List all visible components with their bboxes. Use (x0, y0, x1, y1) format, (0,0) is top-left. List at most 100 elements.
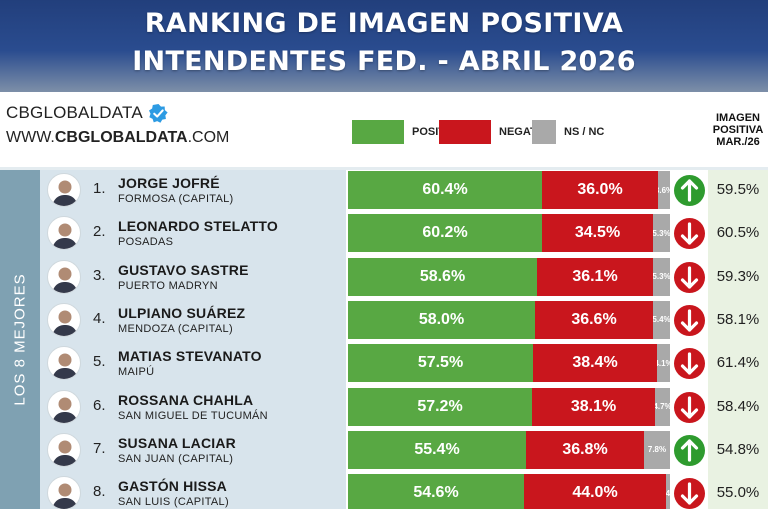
bar-segment-nsnc: 4.1% (657, 344, 670, 383)
mayor-city: FORMOSA (CAPITAL) (118, 193, 234, 205)
title-banner: RANKING DE IMAGEN POSITIVA INTENDENTES F… (0, 0, 768, 92)
previous-positive-value: 54.8% (716, 440, 760, 458)
stacked-bar: 60.4% 36.0% 3.6% (348, 171, 670, 209)
bar-segment-negative: 36.6% (535, 300, 653, 339)
negative-value-label: 36.8% (562, 440, 608, 458)
rank-number: 5. (93, 353, 106, 371)
brand-block: CBGLOBALDATA WWW.CBGLOBALDATA.COM (6, 103, 229, 147)
arrow-up-icon (674, 175, 705, 206)
bar-segment-negative: 36.8% (526, 430, 644, 469)
previous-positive-value: 60.5% (716, 224, 760, 242)
negative-value-label: 44.0% (572, 484, 618, 502)
avatar (47, 432, 81, 467)
rank-number: 1. (93, 180, 106, 197)
arrow-down-icon (674, 348, 705, 380)
stacked-bar: 58.0% 36.6% 5.4% (348, 300, 670, 339)
bar-segment-positive: 54.6% (348, 474, 524, 509)
positive-value-label: 60.2% (422, 224, 468, 242)
arrow-down-icon (674, 261, 705, 293)
brand-name-row: CBGLOBALDATA (6, 103, 229, 123)
mayor-name: JORGE JOFRÉ (118, 175, 220, 191)
rank-number: 7. (93, 439, 106, 457)
rank-number: 8. (93, 483, 106, 501)
arrow-down-icon (674, 304, 705, 336)
stacked-bar: 60.2% 34.5% 5.3% (348, 214, 670, 253)
bar-segment-nsnc: 5.4% (653, 300, 670, 339)
bar-segment-nsnc: 3.6% (658, 171, 670, 209)
brand-website[interactable]: WWW.CBGLOBALDATA.COM (6, 129, 229, 147)
nsnc-value-label: 7.8% (647, 445, 667, 455)
prev-header-line-2: POSITIVA (712, 124, 764, 136)
mayor-name: LEONARDO STELATTO (118, 218, 278, 235)
stacked-bar: 54.6% 44.0% 1.4% (348, 474, 670, 509)
mayor-name: GUSTAVO SASTRE (118, 261, 249, 278)
bar-segment-positive: 60.2% (348, 214, 542, 253)
nsnc-value-label: 5.3% (653, 228, 670, 238)
bar-segment-negative: 34.5% (542, 214, 653, 253)
arrow-down-icon (674, 478, 705, 509)
mayor-city: MENDOZA (CAPITAL) (118, 322, 233, 335)
names-panel (40, 170, 346, 509)
positive-value-label: 57.5% (417, 354, 464, 372)
mayor-city: MAIPÚ (118, 366, 155, 379)
header-divider (0, 167, 768, 170)
positive-value-label: 60.4% (422, 181, 468, 198)
mayor-city: SAN LUIS (CAPITAL) (118, 496, 229, 509)
nsnc-value-label: 3.6% (658, 185, 670, 195)
legend-negative-swatch (439, 120, 491, 144)
mayor-name: GASTÓN HISSA (118, 478, 227, 495)
ranking-row: 8. GASTÓN HISSA SAN LUIS (CAPITAL) 54.6% 44.… (0, 474, 768, 509)
mayor-city: POSADAS (118, 236, 174, 249)
legend-nsnc-swatch (532, 120, 556, 144)
previous-positive-value: 55.0% (716, 484, 760, 502)
avatar (47, 476, 81, 509)
web-prefix: WWW. (6, 129, 55, 146)
nsnc-value-label: 5.4% (653, 315, 670, 325)
bar-segment-nsnc: 4.7% (655, 387, 670, 426)
bar-segment-negative: 38.4% (533, 344, 657, 383)
mayor-name: ROSSANA CHAHLA (118, 391, 254, 408)
rank-number: 6. (93, 396, 106, 414)
person-icon (52, 440, 78, 466)
mayor-name: ULPIANO SUÁREZ (118, 304, 246, 321)
nsnc-value-label: 1.4% (666, 488, 670, 498)
avatar (47, 216, 81, 251)
person-icon (52, 397, 78, 423)
bar-segment-nsnc: 5.3% (653, 214, 670, 253)
ranking-row: 3. GUSTAVO SASTRE PUERTO MADRYN 58.6% 36.1% 5… (0, 257, 768, 301)
person-icon (52, 310, 78, 336)
bar-segment-negative: 44.0% (524, 474, 666, 509)
ranking-row: 7. SUSANA LACIAR SAN JUAN (CAPITAL) 55.4% 36… (0, 430, 768, 474)
avatar (47, 173, 81, 207)
prev-header-line-3: MAR./26 (716, 136, 760, 148)
bar-segment-negative: 36.1% (537, 257, 653, 296)
bar-segment-positive: 57.2% (348, 387, 532, 426)
nsnc-value-label: 4.7% (655, 402, 670, 411)
verified-badge-icon (148, 103, 168, 123)
previous-positive-value: 61.4% (716, 354, 760, 372)
nsnc-value-label: 4.1% (657, 358, 670, 368)
stacked-bar: 57.5% 38.4% 4.1% (348, 344, 670, 383)
title-line-2: INTENDENTES FED. - ABRIL 2026 (132, 46, 636, 77)
rank-number: 4. (93, 309, 106, 327)
legend-positive-swatch (352, 120, 404, 144)
rank-number: 3. (93, 266, 106, 284)
web-domain: CBGLOBALDATA (54, 129, 188, 146)
person-icon (52, 267, 78, 293)
previous-positive-value: 58.1% (716, 310, 760, 328)
bar-segment-positive: 58.0% (348, 300, 535, 339)
positive-value-label: 55.4% (414, 440, 460, 458)
stacked-bar: 55.4% 36.8% 7.8% (348, 430, 670, 469)
avatar (47, 259, 81, 294)
ranking-row: 6. ROSSANA CHAHLA SAN MIGUEL DE TUCUMÁN 57.… (0, 387, 768, 431)
avatar (47, 302, 81, 337)
previous-image-column (708, 170, 768, 509)
positive-value-label: 57.2% (417, 397, 463, 415)
previous-image-header: IMAGEN POSITIVA MAR./26 (708, 112, 768, 148)
negative-value-label: 36.6% (571, 310, 617, 328)
person-icon (52, 180, 78, 206)
web-suffix: .COM (187, 129, 230, 146)
stacked-bar: 57.2% 38.1% 4.7% (348, 387, 670, 426)
bar-segment-positive: 55.4% (348, 430, 526, 469)
legend-nsnc: NS / NC (532, 120, 604, 144)
